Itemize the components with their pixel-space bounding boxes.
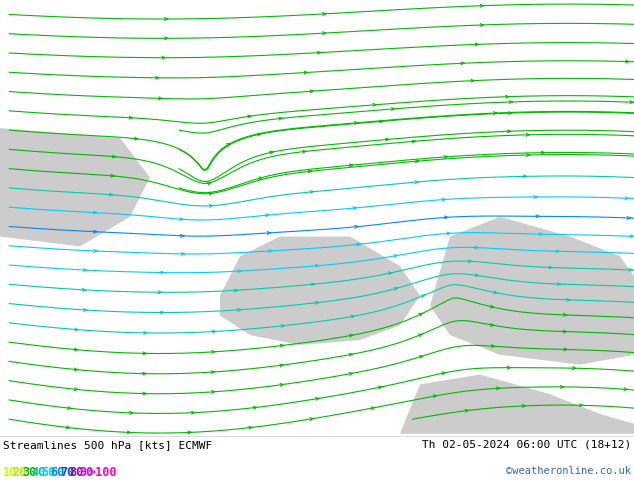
Text: 40: 40 — [32, 466, 46, 479]
Text: ©weatheronline.co.uk: ©weatheronline.co.uk — [506, 466, 631, 476]
Text: >100: >100 — [89, 466, 117, 479]
Text: 50: 50 — [41, 466, 55, 479]
Text: Th 02-05-2024 06:00 UTC (18+12): Th 02-05-2024 06:00 UTC (18+12) — [422, 440, 631, 450]
Polygon shape — [0, 128, 150, 246]
Text: Streamlines 500 hPa [kts] ECMWF: Streamlines 500 hPa [kts] ECMWF — [3, 440, 212, 450]
Polygon shape — [400, 374, 634, 434]
Text: 90: 90 — [79, 466, 93, 479]
Polygon shape — [220, 237, 420, 345]
Text: 60: 60 — [51, 466, 65, 479]
Text: 70: 70 — [60, 466, 74, 479]
Text: 80: 80 — [70, 466, 84, 479]
Text: 10: 10 — [3, 466, 17, 479]
Text: 20: 20 — [13, 466, 27, 479]
Text: 30: 30 — [22, 466, 36, 479]
Polygon shape — [430, 217, 634, 365]
